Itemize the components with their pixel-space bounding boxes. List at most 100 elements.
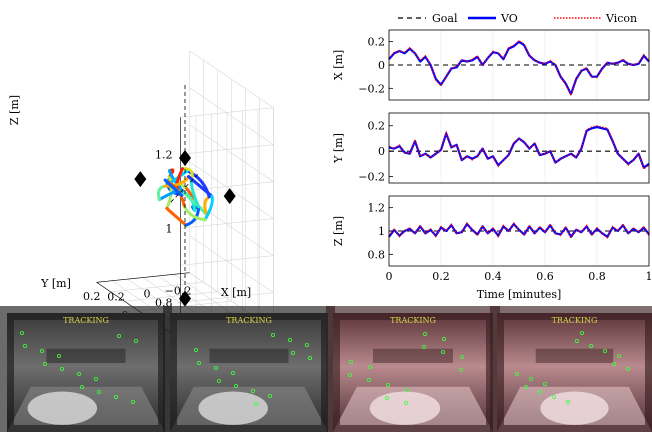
feature-point	[270, 332, 275, 337]
feature-point	[612, 361, 617, 366]
y-tick-label: −0.2	[358, 171, 385, 184]
tracking-status-text: TRACKING	[226, 316, 272, 325]
y-tick-label: 1.2	[368, 202, 386, 215]
trajectory-segment	[187, 175, 214, 198]
feature-point	[114, 394, 119, 399]
vicon-series-line	[388, 39, 650, 97]
feature-point	[603, 348, 608, 353]
vo-series-line	[388, 125, 650, 169]
feature-point	[458, 367, 463, 372]
y-tick-label: 0.8	[368, 248, 386, 261]
scene-furniture	[46, 348, 126, 363]
panel-frame	[388, 112, 650, 184]
feature-point	[552, 394, 557, 399]
feature-point	[459, 354, 464, 359]
feature-point	[57, 353, 62, 358]
grid-line	[180, 255, 274, 266]
grid-line	[180, 181, 274, 192]
feature-point	[566, 399, 571, 404]
feature-point	[97, 389, 102, 394]
feature-point	[77, 371, 82, 376]
grid-line	[189, 198, 274, 256]
camera-frames: TRACKING TRACKING TRACKING TRACKING	[0, 306, 652, 432]
feature-point	[575, 338, 580, 343]
feature-point	[440, 349, 445, 354]
feature-point	[524, 384, 529, 389]
feature-point	[543, 381, 548, 386]
time-axis-label: Time [minutes]	[477, 288, 562, 301]
z-axis-label: Z [m]	[8, 95, 21, 125]
x-tick-label: 0.2	[107, 291, 125, 304]
feature-point	[267, 393, 272, 398]
x-tick-label: 0.6	[536, 270, 554, 283]
x-tick-label: 0.4	[484, 270, 502, 283]
time-x-tick-labels: 0 0.2 0.4 0.6 0.8 1	[386, 270, 652, 283]
goal-marker	[134, 171, 147, 188]
feature-point	[580, 330, 585, 335]
feature-point	[196, 360, 201, 365]
grid-line	[180, 292, 274, 303]
x-tick-label: 0	[144, 288, 151, 301]
feature-point	[193, 347, 198, 352]
feature-point	[421, 344, 426, 349]
x-tick-label: 0	[386, 270, 393, 283]
feature-point	[80, 384, 85, 389]
feature-point	[515, 371, 520, 376]
feature-point	[22, 343, 27, 348]
feature-point	[287, 337, 292, 342]
vicon-series-line	[388, 125, 650, 170]
feature-point	[384, 395, 389, 400]
feature-point	[133, 338, 138, 343]
panel-y-label: X [m]	[332, 50, 345, 80]
grid-line	[124, 291, 218, 302]
feature-point	[366, 377, 371, 382]
x-axis-label: X [m]	[221, 286, 251, 299]
grid-line	[189, 87, 274, 145]
y-tick-label: −0.2	[358, 82, 385, 95]
panel-y: 0.2 0 −0.2 Y [m]	[332, 112, 650, 184]
scene-blanket	[540, 391, 609, 425]
feature-point	[40, 348, 45, 353]
grid-line	[110, 281, 204, 293]
y-tick-label: 0	[378, 59, 385, 72]
scene-furniture	[373, 348, 453, 363]
grid-line	[189, 161, 274, 219]
z-tick-label: 1	[166, 222, 173, 235]
grid-line	[189, 235, 274, 293]
y-tick-label: 0.2	[368, 36, 386, 49]
feature-point	[253, 401, 258, 406]
3d-trajectory	[157, 84, 214, 306]
feature-point	[213, 365, 218, 370]
camera-frame: TRACKING	[490, 306, 652, 432]
feature-point	[290, 350, 295, 355]
feature-point	[404, 387, 409, 392]
legend: Goal VO Vicon	[398, 12, 637, 25]
vicon-series-line	[388, 221, 650, 240]
tracking-status-text: TRACKING	[552, 316, 598, 325]
scene-blanket	[198, 391, 268, 425]
feature-point	[626, 366, 631, 371]
camera-frame: TRACKING	[163, 306, 335, 432]
camera-frame: TRACKING	[326, 306, 500, 432]
time-series-panels: 0.2 0 −0.2 X [m] 0.2 0 −0.2 Y [m] 1.2 1 0.8 Z [m]	[332, 29, 650, 267]
feature-point	[117, 333, 122, 338]
feature-point	[529, 376, 534, 381]
feature-point	[385, 382, 390, 387]
goal-marker	[223, 188, 236, 205]
goal-marker	[179, 290, 191, 307]
scene-furniture	[535, 348, 614, 363]
y-tick-label: 0.2	[368, 120, 386, 133]
tracking-status-text: TRACKING	[390, 316, 436, 325]
y-axis-label: Y [m]	[40, 277, 71, 290]
legend-vo-label: VO	[500, 12, 518, 25]
feature-point	[367, 364, 372, 369]
trajectory-segment	[165, 206, 188, 227]
vo-series-line	[388, 40, 650, 96]
y-tick-label: 1	[378, 225, 385, 238]
feature-point	[233, 383, 238, 388]
x-tick-label: 0.2	[432, 270, 450, 283]
feature-point	[230, 370, 235, 375]
camera-frame: TRACKING	[0, 306, 172, 432]
scene-blanket	[369, 391, 441, 425]
